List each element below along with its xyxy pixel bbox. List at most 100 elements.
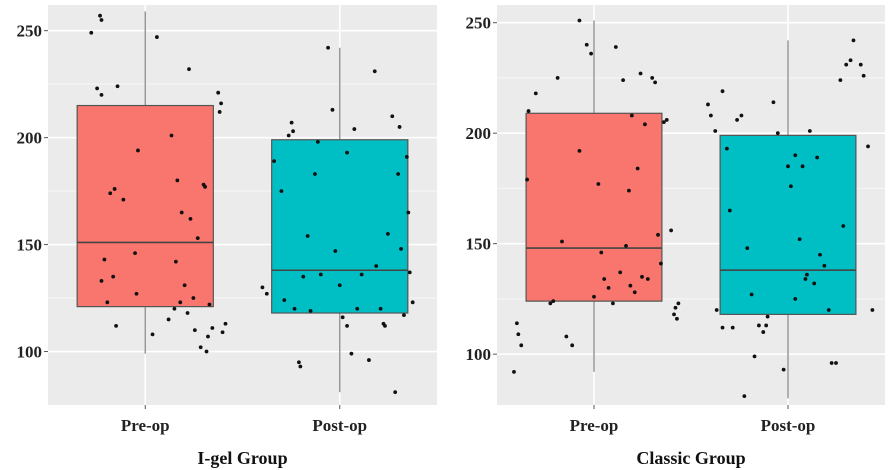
data-point: [669, 228, 674, 233]
data-point: [519, 343, 524, 348]
data-point: [99, 18, 104, 22]
data-point: [564, 334, 569, 339]
data-point: [602, 277, 607, 281]
panel-igel-group: 100 150 200 250 Pre-op Post-op I-gel Group: [17, 5, 437, 468]
data-point: [359, 272, 364, 277]
data-point: [611, 301, 615, 306]
data-point: [112, 187, 117, 191]
data-point: [735, 118, 739, 122]
data-point: [800, 164, 805, 169]
data-point: [632, 290, 637, 295]
data-point: [624, 243, 628, 248]
data-point: [203, 184, 207, 189]
data-point: [656, 232, 660, 237]
data-point: [173, 259, 178, 264]
data-point: [745, 246, 750, 250]
data-point: [643, 122, 647, 127]
y-tick-label: 200: [466, 124, 492, 143]
data-point: [812, 281, 817, 286]
data-point: [627, 188, 631, 193]
data-point: [115, 84, 120, 89]
data-point: [279, 189, 284, 193]
data-point: [297, 360, 301, 365]
data-point: [653, 80, 658, 85]
data-point: [589, 51, 593, 56]
data-point: [761, 330, 766, 334]
group-title: Classic Group: [636, 448, 745, 468]
data-point: [838, 78, 843, 83]
data-point: [577, 18, 582, 23]
data-point: [195, 236, 200, 241]
data-point: [182, 283, 187, 288]
panel-classic-group: 100 150 200 250 Pre-op Post-op Classic Group: [466, 5, 885, 468]
data-point: [551, 299, 556, 304]
data-point: [621, 78, 625, 83]
data-point: [192, 328, 197, 333]
x-tick-label: Pre-op: [121, 416, 170, 435]
data-point: [764, 323, 769, 328]
data-point: [675, 316, 679, 321]
data-point: [133, 251, 137, 256]
data-point: [533, 91, 538, 96]
data-point: [606, 285, 611, 290]
data-point: [407, 270, 412, 275]
data-point: [516, 332, 521, 337]
data-point: [291, 129, 295, 134]
data-point: [355, 306, 360, 311]
data-point: [264, 291, 269, 296]
y-tick-label: 100: [466, 345, 492, 364]
box-pre-op: [525, 112, 663, 302]
data-point: [330, 107, 335, 112]
data-point: [102, 257, 107, 262]
data-point: [185, 311, 190, 315]
data-point: [99, 279, 104, 283]
y-tick-label: 250: [466, 14, 492, 33]
data-point: [318, 272, 323, 277]
box-pre-op: [76, 104, 214, 308]
data-point: [207, 302, 212, 307]
data-point: [292, 306, 297, 311]
data-point: [793, 297, 798, 301]
box-post-op: [719, 134, 857, 315]
data-point: [650, 76, 655, 80]
data-point: [105, 300, 110, 305]
y-tick-label: 200: [17, 129, 43, 148]
data-point: [629, 113, 634, 118]
data-point: [599, 250, 604, 255]
data-point: [134, 291, 139, 296]
data-point: [272, 159, 277, 164]
data-point: [217, 110, 222, 114]
data-point: [834, 361, 838, 365]
data-point: [793, 153, 798, 158]
data-point: [720, 325, 725, 330]
data-point: [673, 305, 678, 310]
data-point: [638, 71, 643, 76]
data-point: [169, 133, 174, 138]
data-point: [781, 367, 786, 372]
data-point: [841, 224, 846, 228]
data-point: [640, 274, 644, 279]
data-point: [706, 102, 710, 107]
data-point: [829, 361, 834, 365]
data-point: [645, 277, 650, 281]
x-tick-label: Post-op: [312, 416, 367, 435]
data-point: [724, 146, 729, 151]
data-point: [514, 321, 519, 326]
data-point: [396, 172, 400, 176]
data-point: [402, 313, 406, 318]
data-point: [111, 274, 116, 279]
data-point: [206, 334, 210, 339]
data-point: [713, 129, 718, 133]
data-point: [326, 45, 330, 50]
data-point: [805, 272, 809, 277]
data-point: [555, 76, 560, 80]
data-point: [584, 42, 589, 47]
data-point: [223, 321, 228, 326]
data-point: [393, 390, 398, 395]
data-point: [172, 306, 177, 311]
data-point: [204, 349, 209, 354]
data-point: [210, 326, 215, 330]
data-point: [727, 208, 732, 213]
data-point: [399, 246, 403, 251]
